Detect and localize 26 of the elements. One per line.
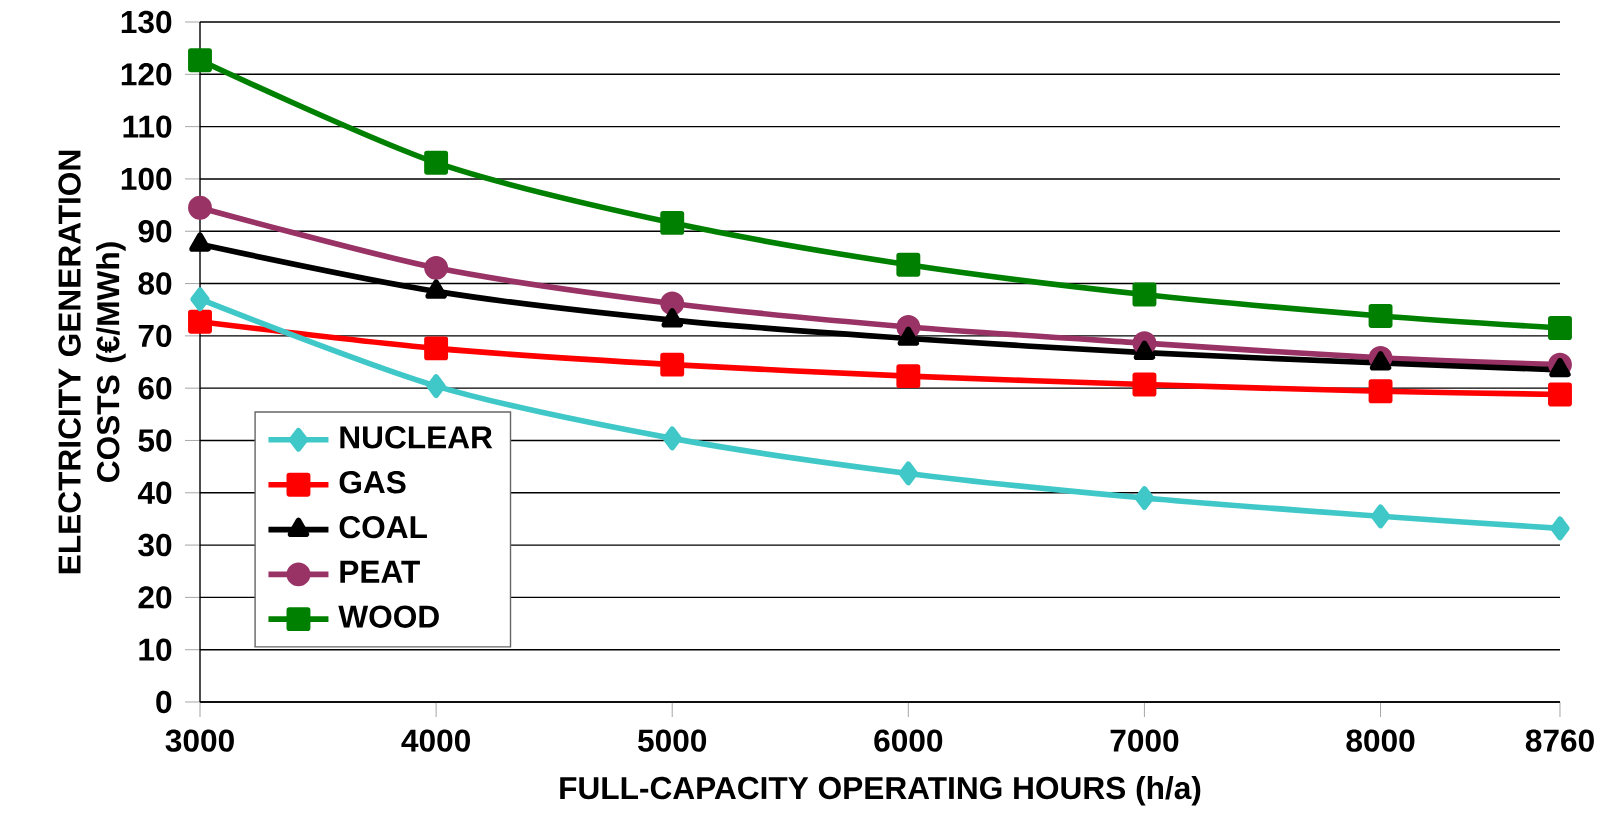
legend-label: PEAT <box>340 560 420 583</box>
x-tick-label: 3000 <box>165 729 234 752</box>
y-tick-label: 50 <box>138 429 172 452</box>
y-tick-label: 30 <box>138 533 172 557</box>
y-tick-label: 130 <box>121 10 172 34</box>
legend-label: GAS <box>339 471 406 494</box>
legend-label: WOOD <box>338 605 439 628</box>
y-tick-label: 90 <box>138 220 172 243</box>
y-tick-label: 20 <box>138 586 172 609</box>
x-tick-label: 8760 <box>1525 729 1594 752</box>
y-tick-label: 110 <box>123 115 172 138</box>
legend-label: NUCLEAR <box>340 426 493 449</box>
y-tick-label: 60 <box>138 376 172 400</box>
x-axis-title: FULL-CAPACITY OPERATING HOURS (h/a) <box>560 775 1201 806</box>
y-tick-label: 70 <box>138 324 172 348</box>
y-tick-label: 10 <box>139 638 172 661</box>
y-tick-label: 80 <box>138 272 172 295</box>
x-tick-label: 7000 <box>1110 729 1179 752</box>
x-tick-label: 4000 <box>401 729 471 752</box>
x-tick-label: 8000 <box>1346 729 1415 752</box>
x-tick-label: 5000 <box>638 729 707 752</box>
x-tick-label: 6000 <box>874 729 943 752</box>
y-tick-label: 120 <box>121 63 172 86</box>
y-tick-label: 0 <box>156 690 172 714</box>
y-tick-label: 40 <box>137 481 172 504</box>
legend-label: COAL <box>339 515 427 539</box>
